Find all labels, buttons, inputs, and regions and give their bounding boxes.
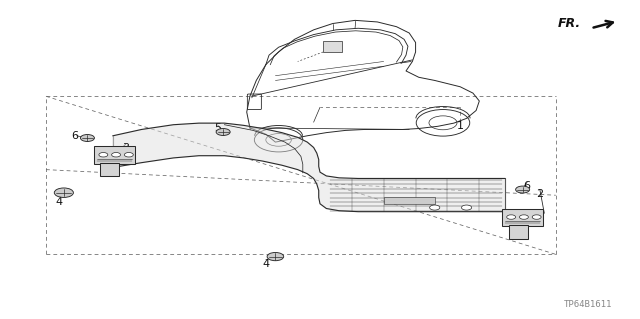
FancyBboxPatch shape: [509, 225, 529, 239]
Text: 3: 3: [122, 144, 129, 153]
Text: 5: 5: [214, 123, 221, 133]
Circle shape: [124, 152, 133, 157]
Text: 4: 4: [55, 197, 62, 207]
Text: 1: 1: [457, 121, 464, 131]
Circle shape: [461, 205, 472, 210]
FancyBboxPatch shape: [100, 163, 119, 176]
Text: 6: 6: [524, 182, 531, 191]
Text: 6: 6: [71, 131, 78, 141]
Circle shape: [507, 215, 516, 219]
Circle shape: [111, 152, 120, 157]
Circle shape: [532, 215, 541, 219]
Bar: [323, 41, 342, 52]
Circle shape: [216, 129, 230, 136]
Text: TP64B1611: TP64B1611: [563, 300, 612, 309]
Circle shape: [54, 188, 74, 197]
FancyBboxPatch shape: [94, 146, 135, 164]
Text: FR.: FR.: [558, 17, 581, 30]
Circle shape: [520, 215, 529, 219]
Text: 4: 4: [262, 259, 269, 270]
Circle shape: [81, 135, 95, 141]
Bar: [384, 197, 435, 204]
Polygon shape: [113, 123, 505, 212]
Circle shape: [267, 252, 284, 261]
Circle shape: [429, 205, 440, 210]
Circle shape: [516, 186, 530, 193]
Circle shape: [99, 152, 108, 157]
FancyBboxPatch shape: [502, 209, 543, 226]
Text: 2: 2: [536, 189, 543, 199]
